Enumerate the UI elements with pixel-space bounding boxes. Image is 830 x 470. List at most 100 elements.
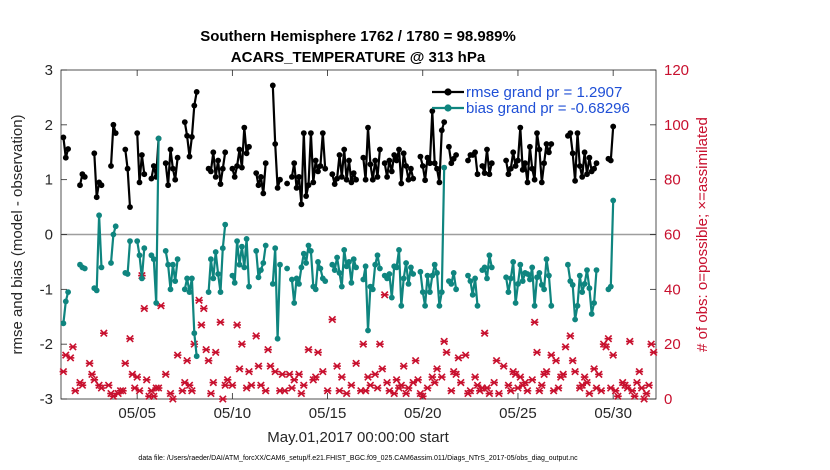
- legend-label-bias: bias grand pr = -0.68296: [466, 100, 630, 117]
- y2-axis-label: # of obs: o=possible; ×=assimilated: [694, 117, 711, 352]
- rmse-point: [172, 176, 179, 183]
- obs-count-marker: [204, 356, 213, 365]
- bias-point: [305, 242, 312, 249]
- obs-count-marker: [161, 370, 170, 379]
- rmse-point: [384, 174, 390, 180]
- obs-count-marker: [580, 373, 589, 381]
- bias-point: [186, 289, 193, 295]
- bias-point: [531, 302, 538, 309]
- x-tick-label: 05/20: [404, 405, 442, 422]
- obs-count-marker: [247, 381, 256, 390]
- bias-point: [255, 274, 262, 281]
- rmse-point: [334, 175, 340, 182]
- rmse-point: [427, 160, 433, 167]
- rmse-point: [593, 160, 600, 167]
- bias-point: [96, 212, 102, 219]
- bias-point: [536, 270, 543, 276]
- bias-point: [384, 275, 390, 282]
- bias-point: [167, 286, 174, 293]
- rmse-point: [174, 154, 181, 161]
- bias-point: [205, 289, 212, 295]
- obs-count-marker: [364, 373, 372, 381]
- bias-point: [315, 259, 321, 265]
- obs-count-marker: [314, 348, 322, 357]
- rmse-point: [579, 174, 586, 180]
- obs-count-marker: [559, 370, 567, 379]
- rmse-point: [296, 174, 302, 180]
- rmse-point: [510, 149, 517, 156]
- rmse-point: [569, 150, 576, 157]
- bias-point: [424, 272, 431, 279]
- right-axis-ticks: 0 20 40 60 80 100 120: [650, 62, 689, 408]
- bias-point: [481, 264, 488, 271]
- obs-count-marker: [133, 373, 141, 381]
- bias-point: [422, 302, 428, 309]
- bias-point: [260, 260, 267, 266]
- obs-count-marker: [566, 332, 575, 340]
- obs-count-marker: [640, 395, 648, 403]
- rmse-point: [400, 150, 407, 157]
- rmse-point: [524, 179, 531, 186]
- rmse-series-line: [136, 133, 146, 184]
- legend-marker-bias: [444, 104, 452, 112]
- bias-point: [336, 270, 343, 276]
- bias-point: [300, 250, 307, 257]
- bias-point: [108, 260, 114, 266]
- rmse-point: [465, 157, 471, 164]
- rmse-point: [319, 130, 326, 137]
- bias-point: [284, 265, 290, 272]
- rmse-point: [212, 174, 219, 180]
- bias-point: [229, 272, 236, 279]
- bias-point: [150, 256, 157, 263]
- bias-point: [584, 267, 590, 273]
- rmse-point: [315, 168, 321, 175]
- obs-count-marker: [235, 365, 244, 373]
- obs-count-marker: [252, 332, 260, 340]
- rmse-point: [522, 160, 528, 167]
- obs-count-marker: [85, 359, 94, 368]
- obs-count-marker: [552, 356, 560, 365]
- y2-tick-label: 40: [664, 281, 681, 298]
- x-tick-label: 05/30: [594, 405, 632, 422]
- obs-count-marker: [461, 351, 470, 359]
- obs-count-marker: [119, 387, 127, 395]
- obs-count-marker: [373, 384, 382, 392]
- obs-count-marker: [614, 392, 622, 401]
- rmse-point: [236, 146, 243, 153]
- bias-point: [346, 259, 352, 265]
- rmse-point: [372, 157, 379, 164]
- rmse-point: [274, 185, 281, 191]
- bias-point: [527, 276, 533, 283]
- bias-point: [548, 302, 555, 309]
- bias-point: [360, 276, 367, 283]
- rmse-point: [193, 89, 200, 95]
- rmse-point: [362, 176, 369, 183]
- bias-point: [398, 302, 405, 309]
- bias-point: [141, 245, 148, 252]
- rmse-point: [419, 163, 426, 169]
- rmse-point: [298, 201, 305, 208]
- rmse-point: [148, 175, 155, 182]
- obs-count-marker: [433, 365, 441, 373]
- obs-count-marker: [342, 389, 351, 398]
- bias-point: [431, 261, 438, 268]
- rmse-series-line: [271, 85, 282, 189]
- rmse-point: [408, 165, 414, 172]
- rmse-point: [62, 154, 69, 161]
- rmse-point: [567, 130, 574, 137]
- rmse-point: [134, 130, 141, 137]
- bias-point: [419, 289, 426, 295]
- obs-count-marker: [542, 367, 551, 376]
- obs-count-marker: [495, 389, 503, 398]
- bias-point: [400, 275, 407, 282]
- y2-tick-label: 60: [664, 227, 681, 244]
- obs-count-marker: [221, 381, 230, 390]
- footnote-data-file: data file: /Users/raeder/DAI/ATM_forcXX/…: [138, 455, 578, 462]
- bias-point: [308, 248, 314, 254]
- bias-point: [403, 260, 409, 266]
- obs-count-marker: [457, 378, 465, 387]
- obs-count-marker: [602, 343, 610, 351]
- bias-point: [610, 197, 617, 204]
- obs-count-marker: [154, 384, 163, 392]
- bias-point: [543, 256, 550, 263]
